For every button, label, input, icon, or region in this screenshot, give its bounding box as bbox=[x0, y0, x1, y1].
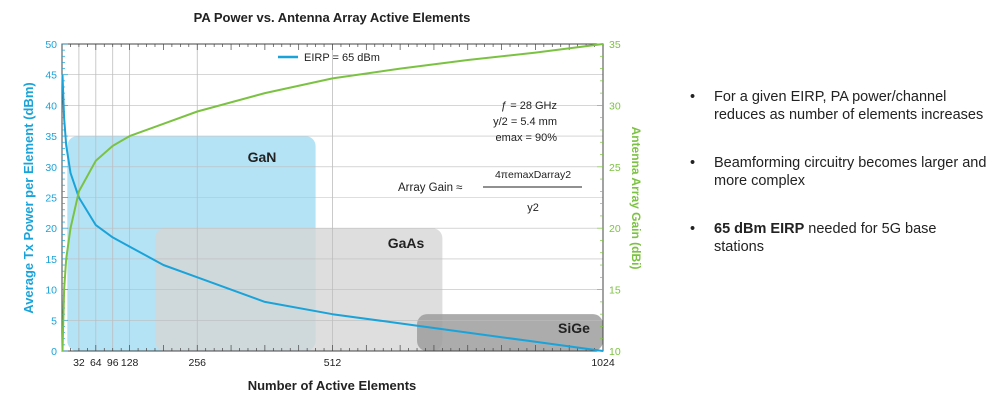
x-tick-label: 128 bbox=[121, 357, 139, 369]
y-left-tick-label: 15 bbox=[45, 254, 57, 266]
legend-label: EIRP = 65 dBm bbox=[304, 52, 380, 64]
formula-numerator: 4πemaxDarray2 bbox=[495, 169, 571, 181]
param-efficiency: emax = 90% bbox=[496, 132, 558, 144]
region-label-gaas: GaAs bbox=[388, 235, 425, 251]
region-label-gan: GaN bbox=[248, 149, 277, 165]
formula-denominator: y2 bbox=[527, 202, 539, 214]
x-tick-label: 512 bbox=[324, 357, 342, 369]
x-tick-label: 64 bbox=[90, 357, 102, 369]
y-left-tick-label: 10 bbox=[45, 285, 57, 297]
region-label-sige: SiGe bbox=[558, 320, 590, 336]
bullet-dot: • bbox=[690, 89, 696, 105]
param-wavelength: y/2 = 5.4 mm bbox=[493, 116, 557, 128]
region-sige bbox=[417, 314, 603, 351]
y-left-tick-label: 0 bbox=[51, 346, 57, 358]
bullet-bold-text: 65 dBm EIRP bbox=[714, 221, 805, 237]
bullet-item: • Beamforming circuitry becomes larger a… bbox=[690, 154, 990, 190]
bullet-list: • For a given EIRP, PA power/channel red… bbox=[690, 88, 990, 286]
y-left-tick-label: 30 bbox=[45, 162, 57, 174]
bullet-text: Beamforming circuitry becomes larger and… bbox=[714, 155, 987, 189]
series-layer bbox=[61, 43, 604, 352]
bullet-text: For a given EIRP, PA power/channel reduc… bbox=[714, 89, 984, 123]
y-right-tick-label: 25 bbox=[609, 162, 621, 174]
params-annotation: ƒ = 28 GHz y/2 = 5.4 mm emax = 90% bbox=[493, 100, 557, 144]
y-left-tick-label: 40 bbox=[45, 100, 57, 112]
y-left-tick-label: 45 bbox=[45, 70, 57, 82]
bullet-text: needed for 5G base stations bbox=[714, 221, 937, 255]
bullet-dot: • bbox=[690, 221, 696, 237]
y-left-tick-label: 25 bbox=[45, 193, 57, 205]
region-labels: GaN GaAs SiGe bbox=[248, 149, 591, 336]
formula-annotation: Array Gain ≈ 4πemaxDarray2 y2 bbox=[398, 169, 582, 214]
legend: EIRP = 65 dBm bbox=[278, 52, 380, 64]
bullet-item: • For a given EIRP, PA power/channel red… bbox=[690, 88, 990, 124]
y-left-tick-label: 20 bbox=[45, 223, 57, 235]
y-right-tick-label: 10 bbox=[609, 346, 621, 358]
x-tick-label: 96 bbox=[107, 357, 119, 369]
x-tick-label: 1024 bbox=[591, 357, 615, 369]
bullet-dot: • bbox=[690, 155, 696, 171]
bullet-item: • 65 dBm EIRP needed for 5G base station… bbox=[690, 220, 990, 256]
formula-lhs: Array Gain ≈ bbox=[398, 182, 462, 194]
param-frequency: ƒ = 28 GHz bbox=[501, 100, 557, 112]
x-tick-label: 32 bbox=[73, 357, 85, 369]
grid-layer bbox=[62, 44, 604, 351]
x-axis-label: Number of Active Elements bbox=[248, 378, 417, 393]
y-axis-right-label: Antenna Array Gain (dBi) bbox=[629, 127, 643, 270]
y-right-tick-label: 20 bbox=[609, 223, 621, 235]
y-right-tick-label: 35 bbox=[609, 39, 621, 51]
x-tick-label: 256 bbox=[188, 357, 206, 369]
series-line-eirp bbox=[61, 74, 604, 352]
chart-title: PA Power vs. Antenna Array Active Elemen… bbox=[194, 10, 471, 25]
y-axis-left-label: Average Tx Power per Element (dBm) bbox=[21, 82, 36, 313]
y-right-tick-label: 30 bbox=[609, 100, 621, 112]
series-line-array-gain bbox=[61, 43, 604, 352]
y-right-tick-label: 15 bbox=[609, 285, 621, 297]
y-left-tick-label: 50 bbox=[45, 39, 57, 51]
y-left-tick-label: 5 bbox=[51, 315, 57, 327]
axes-layer: 32 64 96 128 256 512 1024 0 5 10 15 20 25 30 35 40 45 50 1… bbox=[45, 39, 621, 369]
y-left-tick-label: 35 bbox=[45, 131, 57, 143]
